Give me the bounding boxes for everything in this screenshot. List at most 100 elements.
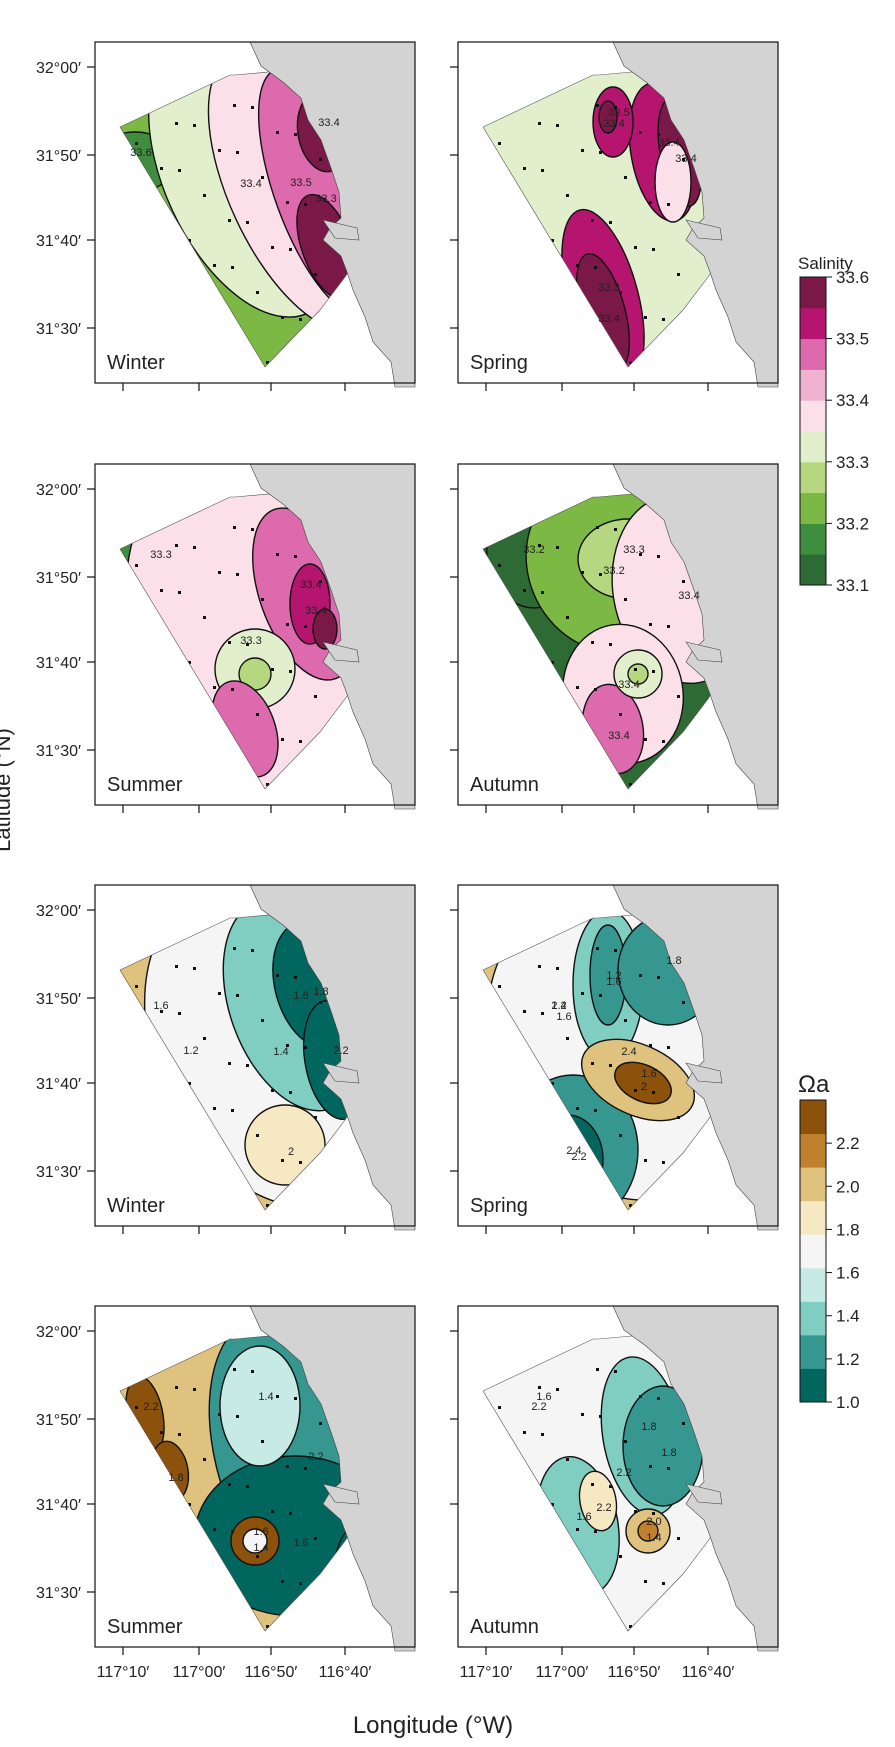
station-dot bbox=[649, 1044, 652, 1047]
contour-label: 2.4 bbox=[621, 1046, 636, 1058]
legend-swatch bbox=[800, 492, 826, 524]
station-dot bbox=[276, 1395, 279, 1398]
station-dot bbox=[276, 131, 279, 134]
station-dot bbox=[649, 623, 652, 626]
contour-label: 2 bbox=[288, 1146, 294, 1158]
longitude-tick-label: 117°10′ bbox=[97, 1664, 150, 1681]
station-dot bbox=[541, 1433, 544, 1436]
contour-region bbox=[578, 1470, 618, 1532]
station-dot bbox=[276, 553, 279, 556]
station-dot bbox=[188, 1503, 191, 1506]
station-dot bbox=[652, 670, 655, 673]
station-dot bbox=[256, 291, 259, 294]
station-dot bbox=[266, 1625, 269, 1628]
station-dot bbox=[178, 591, 181, 594]
contour-label: 1.4 bbox=[258, 1391, 273, 1403]
panel-summer-omega: 2.2 1.8 2.2 1.6 1.6 1.4 1.4 Summer bbox=[87, 1305, 416, 1655]
latitude-tick-label: 31°30′ bbox=[36, 1585, 81, 1602]
legend-swatch bbox=[800, 1200, 826, 1235]
latitude-tick-label: 31°30′ bbox=[36, 1164, 81, 1181]
station-dot bbox=[135, 564, 138, 567]
omega-legend: Ωa 2.2 2.0 1.8 1.6 1.4 1.2 1.0 bbox=[798, 1071, 860, 1412]
station-dot bbox=[639, 974, 642, 977]
station-dot bbox=[213, 1107, 216, 1110]
station-dot bbox=[261, 1440, 264, 1443]
station-dot bbox=[178, 1012, 181, 1015]
station-dot bbox=[135, 142, 138, 145]
contour-label: 33.4 bbox=[300, 579, 321, 591]
station-dot bbox=[314, 273, 317, 276]
legend-swatch bbox=[800, 554, 826, 586]
season-label: Winter bbox=[107, 1195, 165, 1217]
station-dot bbox=[682, 1001, 685, 1004]
station-dot bbox=[299, 1161, 302, 1164]
season-label: Spring bbox=[470, 352, 528, 374]
legend-tick-label: 1.6 bbox=[836, 1264, 860, 1283]
station-dot bbox=[551, 661, 554, 664]
station-dot bbox=[599, 573, 602, 576]
station-dot bbox=[304, 1467, 307, 1470]
station-dot bbox=[281, 1580, 284, 1583]
station-dot bbox=[556, 546, 559, 549]
station-dot bbox=[203, 194, 206, 197]
contour-label: 2.2 bbox=[616, 1467, 631, 1479]
legend-tick-label: 33.1 bbox=[836, 576, 869, 595]
station-dot bbox=[634, 1089, 637, 1092]
latitude-tick-label: 31°50′ bbox=[36, 570, 81, 587]
station-dot bbox=[523, 1010, 526, 1013]
station-dot bbox=[591, 641, 594, 644]
station-dot bbox=[160, 1431, 163, 1434]
legend-tick-label: 1.0 bbox=[836, 1393, 860, 1412]
station-dot bbox=[644, 316, 647, 319]
station-dot bbox=[609, 1064, 612, 1067]
station-dot bbox=[644, 738, 647, 741]
latitude-tick-label: 31°30′ bbox=[36, 743, 81, 760]
station-dot bbox=[319, 158, 322, 161]
station-dot bbox=[629, 361, 632, 364]
station-dot bbox=[599, 151, 602, 154]
station-dot bbox=[551, 1082, 554, 1085]
station-dot bbox=[652, 1512, 655, 1515]
legend-swatch bbox=[800, 461, 826, 494]
station-dot bbox=[289, 1512, 292, 1515]
contour-label: 33.2 bbox=[603, 565, 624, 577]
latitude-tick-label: 32°00′ bbox=[36, 903, 81, 920]
panel-frame bbox=[457, 463, 779, 806]
contour-label: 1.6 bbox=[293, 1537, 308, 1549]
season-label: Summer bbox=[107, 774, 183, 796]
legend-swatch bbox=[800, 338, 826, 370]
latitude-tick-label: 31°40′ bbox=[36, 1076, 81, 1093]
contour-label: 33.4 bbox=[305, 605, 326, 617]
latitude-tick-label: 32°00′ bbox=[36, 482, 81, 499]
contour-label: 33.5 bbox=[290, 177, 311, 189]
contour-label: 1.6 bbox=[253, 1526, 268, 1538]
panel-frame bbox=[94, 1305, 416, 1648]
contour-label: 33.4 bbox=[318, 117, 339, 129]
station-dot bbox=[246, 1064, 249, 1067]
station-dot bbox=[286, 201, 289, 204]
station-dot bbox=[160, 1010, 163, 1013]
contour-label: 33.5 bbox=[608, 107, 629, 119]
contour-label: 1.8 bbox=[313, 986, 328, 998]
station-dot bbox=[246, 643, 249, 646]
legend-swatch bbox=[800, 369, 826, 401]
panel-winter-omega: 1.6 1.4 1.6 1.8 2.2 2 1.2 Winter bbox=[87, 884, 416, 1234]
station-dot bbox=[538, 1386, 541, 1389]
y-axis-label: Latitude (°N) bbox=[0, 728, 15, 852]
station-dot bbox=[566, 616, 569, 619]
station-dot bbox=[596, 947, 599, 950]
station-dot bbox=[281, 738, 284, 741]
station-dot bbox=[276, 974, 279, 977]
station-dot bbox=[657, 555, 660, 558]
contour-label: 2.2 bbox=[571, 1151, 586, 1163]
station-dot bbox=[581, 571, 584, 574]
station-dot bbox=[231, 1109, 234, 1112]
contour-label: 1.8 bbox=[641, 1421, 656, 1433]
contour-region bbox=[219, 1345, 301, 1467]
station-dot bbox=[175, 1386, 178, 1389]
station-dot bbox=[193, 1388, 196, 1391]
station-dot bbox=[286, 1465, 289, 1468]
x-axis-label: Longitude (°W) bbox=[353, 1712, 513, 1739]
legend-tick-label: 33.4 bbox=[836, 391, 869, 410]
